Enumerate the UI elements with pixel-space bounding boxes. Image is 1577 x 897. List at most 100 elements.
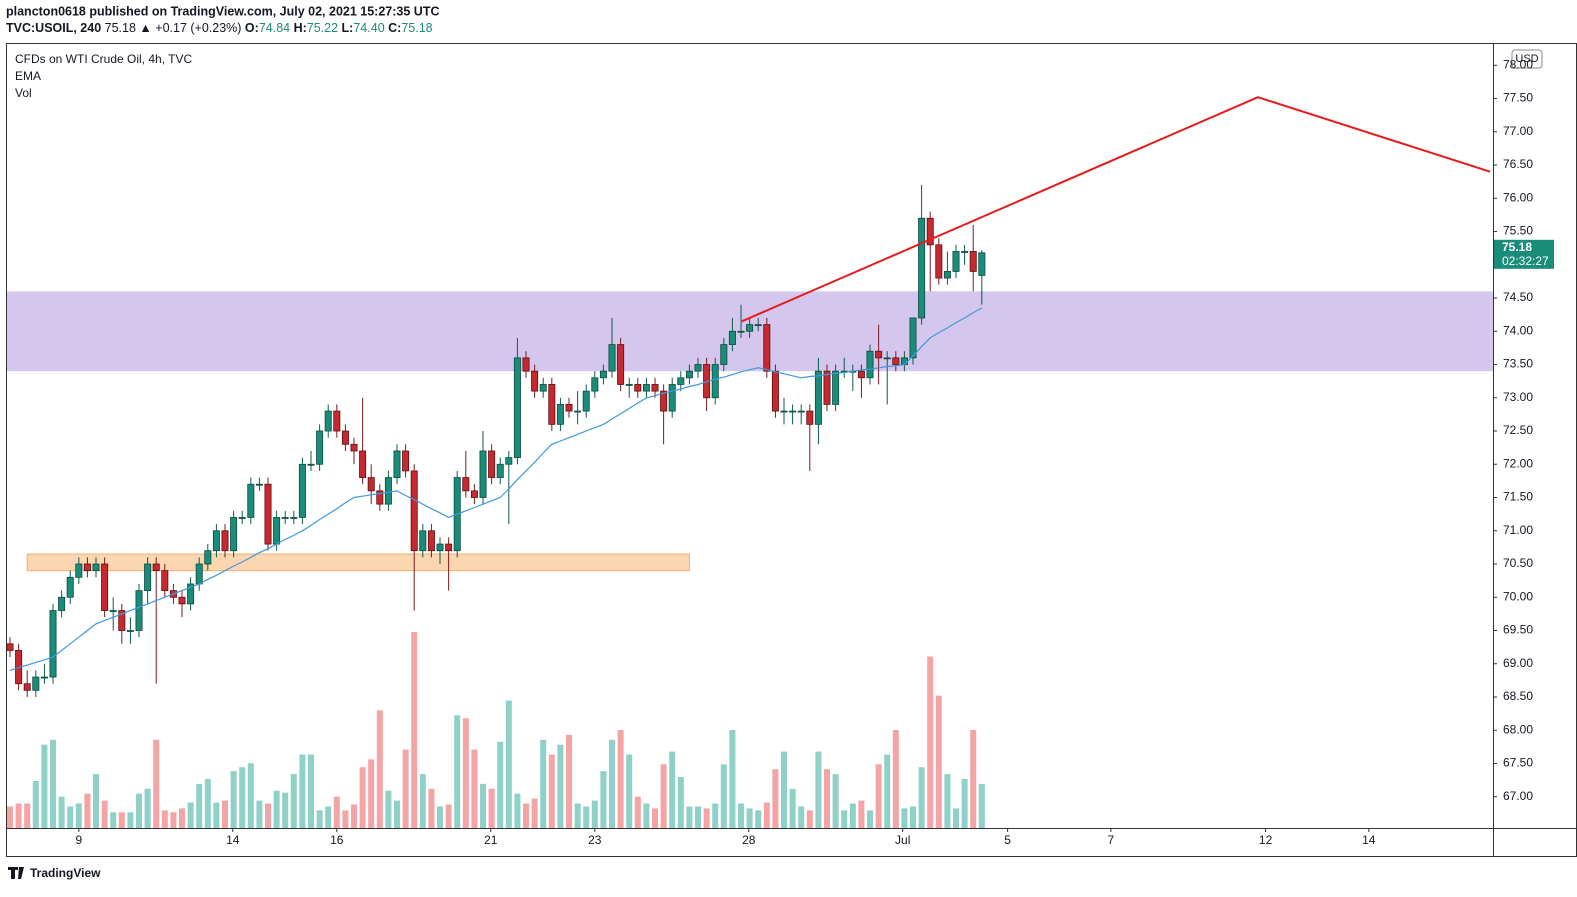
candle-body <box>393 450 401 478</box>
candle-body <box>75 563 83 578</box>
volume-bar <box>411 632 418 828</box>
volume-bar <box>557 744 564 828</box>
candle-body <box>642 384 650 392</box>
candle-body <box>720 344 728 365</box>
volume-bar <box>75 803 82 828</box>
y-tick-label: 67.00 <box>1503 789 1533 803</box>
candle-body <box>711 364 719 399</box>
y-tick-label: 77.00 <box>1503 124 1533 138</box>
publisher: plancton0618 published on TradingView.co… <box>6 4 439 18</box>
c-value: 75.18 <box>401 21 432 35</box>
candle-body <box>445 543 453 552</box>
candle-body <box>359 450 367 478</box>
candle-body <box>83 563 91 572</box>
h-value: 75.22 <box>307 21 338 35</box>
volume-bar <box>755 810 762 828</box>
candle-body <box>298 463 306 518</box>
candle-body <box>187 583 195 605</box>
volume-bar <box>961 779 968 828</box>
volume-bar <box>437 806 444 828</box>
candle-body <box>866 350 874 379</box>
volume-bar <box>488 788 495 828</box>
volume-bar <box>497 741 504 828</box>
legend-vol: Vol <box>15 86 32 100</box>
candle-body <box>118 610 126 631</box>
volume-bar <box>901 808 908 828</box>
candle-body <box>58 596 66 611</box>
volume-bar <box>514 793 521 828</box>
candle-body <box>935 244 943 279</box>
volume-bar <box>677 777 684 828</box>
price-badge-timer: 02:32:27 <box>1502 254 1549 268</box>
volume-bar <box>910 806 917 828</box>
y-tick-label: 69.50 <box>1503 623 1533 637</box>
volume-bar <box>892 730 899 828</box>
l-value: 74.40 <box>353 21 384 35</box>
volume-bar <box>695 806 702 828</box>
y-tick-label: 73.50 <box>1503 357 1533 371</box>
volume-bar <box>634 796 641 828</box>
candle-body <box>221 530 229 552</box>
candle-body <box>634 384 642 392</box>
candle-body <box>212 530 220 552</box>
volume-bar <box>445 804 452 828</box>
candle-body <box>574 410 582 413</box>
candle-body <box>754 324 762 327</box>
candle-body <box>109 610 117 612</box>
volume-bar <box>884 754 891 828</box>
volume-bar <box>935 695 942 828</box>
volume-bar <box>652 808 659 828</box>
volume-bar <box>927 656 934 828</box>
volume-bar <box>617 730 624 828</box>
volume-bar <box>342 810 349 828</box>
volume-bar <box>273 790 280 828</box>
candle-body <box>943 271 951 279</box>
volume-bar <box>841 810 848 828</box>
candle-body <box>247 483 255 518</box>
volume-bar <box>351 804 358 828</box>
candle-body <box>617 344 625 385</box>
volume-bar <box>196 783 203 828</box>
change: ▲ +0.17 (+0.23%) <box>139 21 241 35</box>
y-tick-label: 71.00 <box>1503 523 1533 537</box>
volume-bar <box>540 739 547 828</box>
volume-bar <box>712 803 719 828</box>
volume-bar <box>746 808 753 828</box>
volume-bar <box>101 800 108 828</box>
candle-body <box>488 450 496 478</box>
legend-ema: EMA <box>15 69 41 83</box>
candle-body <box>582 390 590 412</box>
volume-bar <box>669 751 676 828</box>
volume-bar <box>15 803 22 828</box>
candle-body <box>402 450 410 472</box>
y-tick-label: 72.50 <box>1503 423 1533 437</box>
x-tick-label: Jul <box>895 833 910 847</box>
volume-bar <box>419 774 426 828</box>
x-tick-label: 21 <box>484 833 498 847</box>
candle-body <box>660 390 668 412</box>
volume-bar <box>282 792 289 828</box>
y-tick-label: 74.50 <box>1503 290 1533 304</box>
o-value: 74.84 <box>259 21 290 35</box>
candle-body <box>427 530 435 552</box>
volume-bar <box>858 800 865 828</box>
volume-bar <box>849 803 856 828</box>
volume-bar <box>230 771 237 828</box>
x-tick-label: 16 <box>330 833 344 847</box>
symbol: TVC:USOIL, 240 <box>6 21 101 35</box>
y-tick-label: 76.50 <box>1503 157 1533 171</box>
candle-body <box>281 517 289 519</box>
candle-body <box>367 477 375 492</box>
y-tick-label: 75.50 <box>1503 224 1533 238</box>
o-label: O: <box>245 21 259 35</box>
candle-body <box>307 463 315 466</box>
candle-body <box>238 517 246 519</box>
volume-bar <box>93 774 100 828</box>
volume-bar <box>471 749 478 828</box>
candle-body <box>316 430 324 465</box>
candle-body <box>599 370 607 379</box>
volume-bar <box>222 800 229 828</box>
candle-body <box>548 384 556 425</box>
volume-bar <box>789 788 796 828</box>
